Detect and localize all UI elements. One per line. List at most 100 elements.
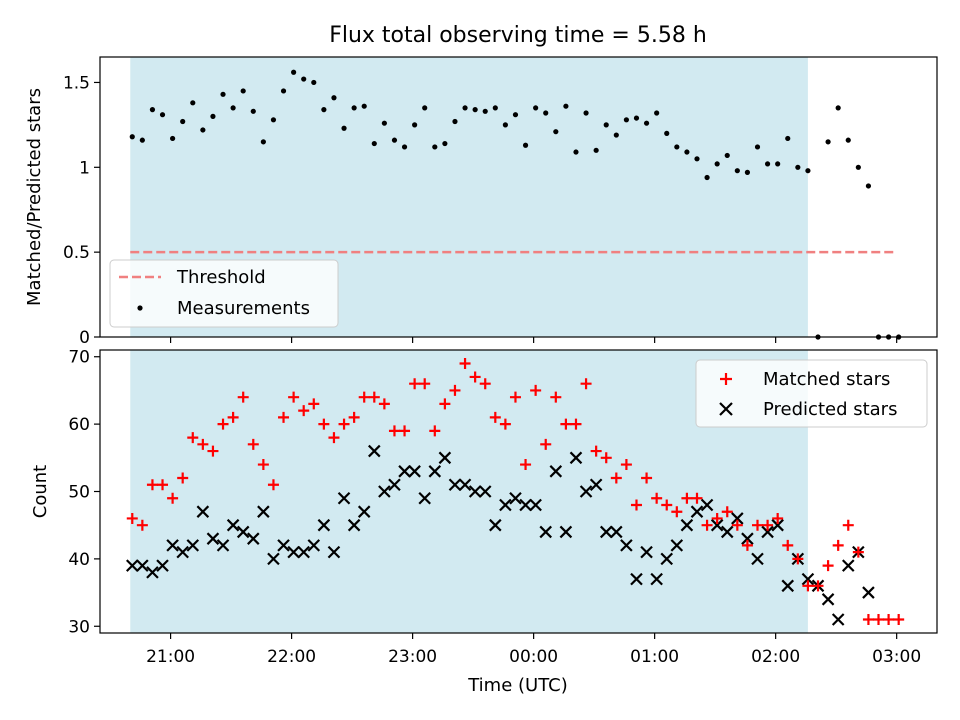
measurement-point — [412, 122, 418, 128]
measurement-point — [291, 69, 297, 75]
matched-stars-point — [721, 506, 733, 518]
predicted-stars-point — [720, 525, 734, 539]
matched-stars-point — [782, 539, 794, 551]
matched-stars-point — [136, 519, 148, 531]
predicted-stars-point — [579, 485, 593, 498]
measurement-point — [301, 76, 307, 82]
measurement-point — [129, 134, 135, 140]
matched-stars-point — [409, 378, 421, 390]
predicted-stars-point — [206, 532, 220, 545]
y-tick-label: 60 — [68, 415, 90, 435]
matched-stars-point — [167, 492, 179, 504]
predicted-stars-point — [317, 518, 331, 532]
matched-stars-point — [620, 459, 632, 471]
matched-stars-point — [278, 411, 290, 423]
predicted-stars-point — [166, 539, 179, 552]
predicted-stars-point — [559, 525, 573, 539]
matched-stars-point — [530, 384, 542, 396]
matched-stars-point — [802, 580, 814, 592]
measurement-point — [603, 122, 609, 128]
predicted-stars-point — [690, 505, 704, 518]
measurement-point — [401, 144, 408, 150]
measurement-point — [754, 144, 761, 150]
predicted-stars-point — [418, 491, 431, 505]
matched-stars-point — [661, 499, 673, 511]
measurement-point — [200, 127, 206, 133]
predicted-stars-point — [630, 572, 643, 586]
predicted-stars-point — [347, 518, 361, 532]
predicted-stars-point — [831, 613, 845, 626]
predicted-stars-point — [327, 545, 341, 559]
matched-stars-point — [751, 519, 763, 531]
measurement-point — [250, 108, 256, 114]
measurement-point — [472, 107, 478, 113]
measurement-point — [633, 115, 640, 121]
measurement-point — [764, 161, 771, 167]
measurement-point — [593, 147, 599, 153]
measurement-point — [270, 117, 277, 123]
measurement-point — [452, 118, 458, 125]
matched-stars-point — [308, 398, 320, 410]
matched-stars-point — [459, 357, 471, 369]
measurement-point — [613, 132, 619, 138]
measurement-point — [482, 108, 488, 114]
predicted-stars-point — [236, 525, 250, 539]
predicted-stars-point — [529, 498, 542, 512]
measurement-point — [351, 105, 357, 111]
measurement-point — [321, 107, 327, 113]
matched-stars-point — [681, 492, 693, 504]
matched-stars-point — [600, 452, 612, 464]
ratio-y-axis-label: Matched/Predicted stars — [24, 88, 45, 306]
y-tick-label: 0 — [79, 328, 90, 348]
y-tick-label: 1.5 — [63, 73, 90, 93]
measurement-point — [563, 103, 569, 109]
predicted-stars-point — [731, 512, 744, 525]
matched-stars-point — [671, 506, 683, 518]
matched-stars-point — [520, 459, 532, 471]
predicted-stars-point — [136, 559, 149, 572]
y-tick-label: 40 — [68, 550, 90, 570]
matched-stars-point — [812, 580, 824, 592]
measurement-point — [391, 137, 398, 143]
predicted-stars-point — [710, 518, 724, 532]
measurement-point — [855, 164, 861, 170]
measurement-point — [674, 144, 680, 150]
measurement-point — [139, 137, 145, 143]
measurement-point — [432, 144, 438, 150]
predicted-stars-point — [620, 539, 633, 552]
matched-stars-point — [298, 405, 310, 417]
measurement-point — [240, 88, 246, 94]
matched-stars-point — [187, 432, 199, 444]
matched-stars-point — [883, 614, 895, 626]
measurement-point — [180, 118, 186, 125]
matched-stars-point — [419, 378, 431, 390]
matched-stars-point — [399, 425, 411, 437]
matched-stars-point — [177, 472, 189, 484]
predicted-stars-point — [196, 505, 210, 518]
y-tick-label: 70 — [68, 348, 90, 368]
matched-stars-point — [842, 519, 854, 531]
matched-stars-point — [792, 553, 804, 565]
measurement-point — [230, 105, 236, 111]
matched-stars-point — [288, 391, 300, 403]
measurement-point — [775, 161, 781, 167]
matched-stars-point — [610, 472, 622, 484]
predicted-stars-point — [448, 478, 462, 492]
matched-stars-point — [570, 418, 582, 430]
matched-stars-point — [550, 391, 562, 403]
matched-stars-point — [893, 614, 905, 626]
y-tick-label: 0.5 — [63, 243, 90, 263]
predicted-stars-point — [569, 451, 583, 465]
matched-stars-point — [126, 512, 138, 524]
count-legend: Matched stars Predicted stars — [695, 359, 928, 428]
predicted-stars-point — [438, 451, 452, 465]
matched-stars-point — [540, 438, 552, 450]
measurement-point — [311, 79, 317, 86]
predicted-stars-point — [650, 572, 663, 586]
matched-stars-point — [741, 539, 753, 551]
threshold-legend-label: Threshold — [176, 267, 266, 288]
predicted-stars-point — [640, 545, 653, 559]
matched-stars-point — [862, 614, 874, 626]
measurement-point — [825, 139, 831, 145]
